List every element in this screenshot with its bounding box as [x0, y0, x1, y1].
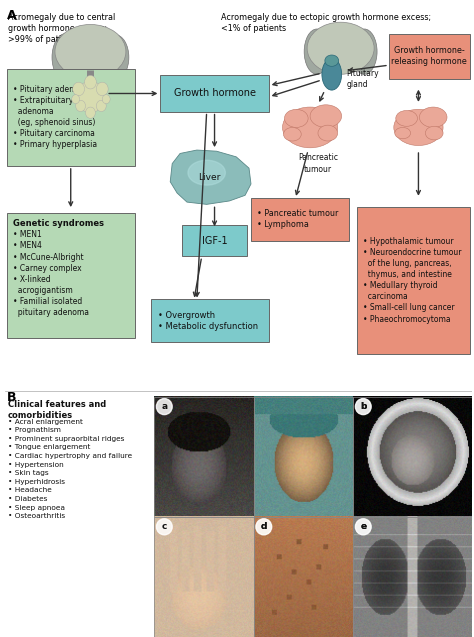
Text: • Acral enlargement
• Prognathism
• Prominent supraorbital ridges
• Tongue enlar: • Acral enlargement • Prognathism • Prom… — [8, 419, 132, 519]
Text: • Pancreatic tumour
• Lymphoma: • Pancreatic tumour • Lymphoma — [257, 209, 338, 229]
Circle shape — [156, 399, 172, 415]
Circle shape — [73, 82, 84, 96]
Text: d: d — [261, 522, 267, 531]
FancyBboxPatch shape — [389, 34, 470, 79]
Text: Growth hormone-
releasing hormone: Growth hormone- releasing hormone — [392, 46, 467, 66]
Text: A: A — [7, 9, 16, 22]
Text: B: B — [7, 390, 16, 404]
Ellipse shape — [395, 127, 410, 139]
Ellipse shape — [318, 125, 337, 141]
Ellipse shape — [351, 29, 377, 75]
Text: • Hypothalamic tumour
• Neuroendocrine tumour
  of the lung, pancreas,
  thymus,: • Hypothalamic tumour • Neuroendocrine t… — [363, 237, 462, 324]
Ellipse shape — [284, 110, 308, 127]
Ellipse shape — [325, 55, 338, 66]
Text: • MEN1
• MEN4
• McCune-Albright
• Carney complex
• X-linked
  acrogigantism
• Fa: • MEN1 • MEN4 • McCune-Albright • Carney… — [13, 231, 89, 317]
Circle shape — [102, 95, 110, 104]
Text: Growth hormone: Growth hormone — [173, 89, 255, 99]
Circle shape — [156, 519, 172, 535]
Text: e: e — [360, 522, 366, 531]
Circle shape — [84, 75, 96, 89]
Circle shape — [76, 100, 85, 111]
Text: b: b — [360, 402, 366, 411]
Circle shape — [356, 399, 371, 415]
FancyBboxPatch shape — [357, 206, 470, 354]
Circle shape — [96, 100, 106, 111]
Ellipse shape — [322, 59, 342, 90]
Circle shape — [356, 519, 371, 535]
FancyBboxPatch shape — [160, 75, 269, 111]
Text: • Overgrowth
• Metabolic dysfunction: • Overgrowth • Metabolic dysfunction — [158, 311, 258, 331]
Ellipse shape — [394, 110, 443, 145]
Ellipse shape — [419, 107, 447, 127]
Circle shape — [77, 81, 104, 113]
Ellipse shape — [425, 126, 443, 140]
Text: b: b — [360, 402, 366, 411]
FancyBboxPatch shape — [251, 197, 349, 241]
Circle shape — [96, 82, 108, 96]
Text: Clinical features and
comorbidities: Clinical features and comorbidities — [8, 399, 106, 420]
Circle shape — [256, 519, 272, 535]
Text: • Pituitary adenoma
• Extrapituitary
  adenoma
  (eg, sphenoid sinus)
• Pituitar: • Pituitary adenoma • Extrapituitary ade… — [13, 85, 97, 150]
Polygon shape — [170, 150, 251, 204]
Ellipse shape — [55, 24, 126, 79]
Circle shape — [72, 95, 80, 104]
FancyBboxPatch shape — [7, 69, 135, 166]
Text: Acromegaly due to ectopic growth hormone excess;
<1% of patients: Acromegaly due to ectopic growth hormone… — [221, 13, 431, 33]
Text: Pituitary
gland: Pituitary gland — [346, 69, 379, 89]
Text: Acromegaly due to central
growth hormone excess;
>99% of patients: Acromegaly due to central growth hormone… — [8, 13, 115, 44]
Ellipse shape — [52, 34, 80, 81]
Text: Pancreatic
tumour: Pancreatic tumour — [298, 154, 338, 173]
Text: a: a — [161, 402, 167, 411]
FancyBboxPatch shape — [7, 213, 135, 338]
Text: Genetic syndromes: Genetic syndromes — [13, 219, 104, 228]
Ellipse shape — [304, 29, 330, 75]
Text: IGF-1: IGF-1 — [202, 236, 228, 246]
FancyBboxPatch shape — [182, 225, 247, 257]
Ellipse shape — [283, 127, 301, 141]
Ellipse shape — [307, 22, 374, 75]
Text: e: e — [360, 522, 366, 531]
Text: Liver: Liver — [199, 173, 221, 182]
Text: c: c — [162, 522, 167, 531]
Ellipse shape — [310, 105, 342, 127]
Text: d: d — [261, 522, 267, 531]
Text: Pituitary
adenoma: Pituitary adenoma — [73, 117, 109, 138]
Ellipse shape — [101, 34, 129, 80]
Ellipse shape — [283, 107, 337, 148]
Ellipse shape — [188, 161, 225, 185]
Circle shape — [85, 107, 95, 118]
FancyBboxPatch shape — [151, 299, 269, 343]
Ellipse shape — [396, 110, 418, 126]
